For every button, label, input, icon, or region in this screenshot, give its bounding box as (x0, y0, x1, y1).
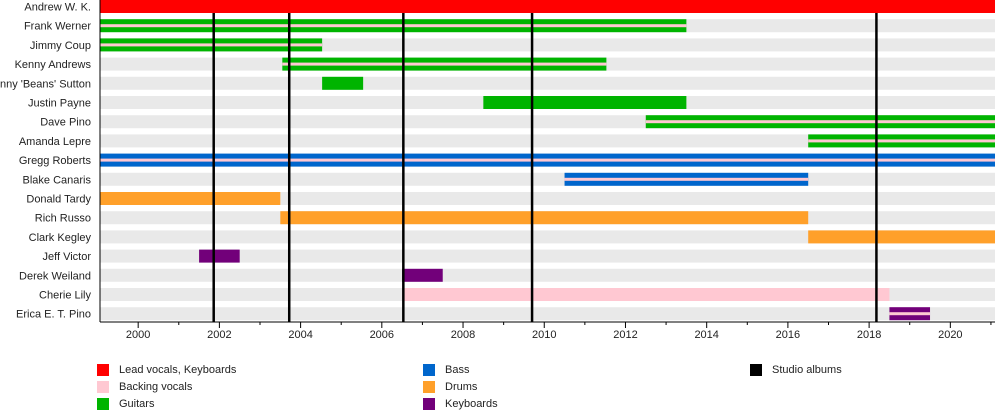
x-tick-label: 2010 (532, 329, 556, 341)
member-bar-secondary (100, 158, 995, 162)
member-bar (402, 288, 890, 301)
row-background (100, 249, 995, 263)
member-bar-secondary (889, 312, 931, 316)
member-bar (483, 96, 687, 109)
member-bar-secondary (808, 139, 995, 143)
member-bar (808, 230, 995, 244)
x-tick-label: 2002 (207, 329, 231, 341)
x-tick-label: 2014 (694, 329, 718, 341)
member-bar-secondary (282, 62, 607, 66)
x-tick-label: 2018 (857, 329, 881, 341)
legend-item: Studio albums (750, 361, 842, 378)
x-tick-label: 2016 (776, 329, 800, 341)
member-bar (100, 0, 995, 13)
member-label: Justin Payne (28, 98, 91, 110)
member-label: Clark Kegley (29, 232, 92, 244)
x-tick-label: 2000 (126, 329, 150, 341)
x-tick-label: 2012 (613, 329, 637, 341)
x-tick-label: 2004 (288, 329, 312, 341)
member-bar-secondary (645, 120, 995, 124)
legend-label: Bass (445, 363, 470, 376)
member-bar (402, 268, 443, 282)
legend-swatch (97, 397, 109, 410)
member-label: Erica E. T. Pino (16, 309, 91, 321)
member-label: Derek Weiland (19, 270, 91, 282)
row-background (100, 76, 995, 90)
row-background (100, 268, 995, 282)
legend-label: Guitars (119, 397, 155, 410)
member-label: Amanda Lepre (19, 136, 91, 148)
member-bar (199, 249, 240, 263)
legend-label: Studio albums (772, 363, 842, 376)
legend-item: Bass (423, 361, 498, 378)
legend-label: Drums (445, 380, 478, 393)
member-bar-secondary (564, 177, 809, 181)
member-label: Andrew W. K. (24, 2, 91, 14)
legend-item: Backing vocals (97, 378, 236, 395)
member-label: Jimmy Coup (30, 40, 91, 52)
legend-column: Bass Drums Keyboards (423, 361, 498, 412)
member-bar (100, 192, 281, 205)
row-background (100, 134, 995, 148)
x-tick-label: 2008 (451, 329, 475, 341)
band-timeline-chart: Andrew W. K. Frank Werner Jimmy Coup Kenny … (0, 0, 995, 341)
legend-swatch (423, 363, 435, 376)
member-bar-secondary (100, 24, 687, 28)
row-background (100, 307, 995, 321)
legend-swatch (97, 380, 109, 393)
row-background (100, 38, 995, 52)
legend-swatch (423, 380, 435, 393)
legend-item: Drums (423, 378, 498, 395)
member-label: Johnny 'Beans' Sutton (0, 78, 91, 90)
legend-item: Keyboards (423, 395, 498, 412)
member-label: Kenny Andrews (15, 59, 92, 71)
x-tick-label: 2006 (370, 329, 394, 341)
member-label: Dave Pino (40, 117, 91, 129)
member-bar-secondary (100, 43, 323, 47)
legend-swatch (423, 397, 435, 410)
row-background (100, 172, 995, 186)
legend-column: Studio albums (750, 361, 842, 378)
legend-label: Keyboards (445, 397, 498, 410)
legend-swatch (97, 363, 109, 376)
legend-column: Lead vocals, Keyboards Backing vocals Guit… (97, 361, 236, 412)
member-label: Jeff Victor (42, 251, 91, 263)
member-label: Frank Werner (24, 21, 91, 33)
legend-item: Guitars (97, 395, 236, 412)
legend-label: Backing vocals (119, 380, 193, 393)
member-label: Cherie Lily (39, 290, 91, 302)
member-bar (280, 211, 809, 225)
legend-swatch (750, 363, 762, 376)
member-label: Rich Russo (35, 213, 91, 225)
member-bar (322, 76, 364, 90)
legend-label: Lead vocals, Keyboards (119, 363, 237, 376)
member-label: Donald Tardy (26, 194, 91, 206)
legend-item: Lead vocals, Keyboards (97, 361, 236, 378)
row-background (100, 230, 995, 244)
row-background (100, 192, 995, 205)
member-label: Gregg Roberts (19, 155, 92, 167)
member-label: Blake Canaris (23, 174, 92, 186)
x-tick-label: 2020 (938, 329, 962, 341)
